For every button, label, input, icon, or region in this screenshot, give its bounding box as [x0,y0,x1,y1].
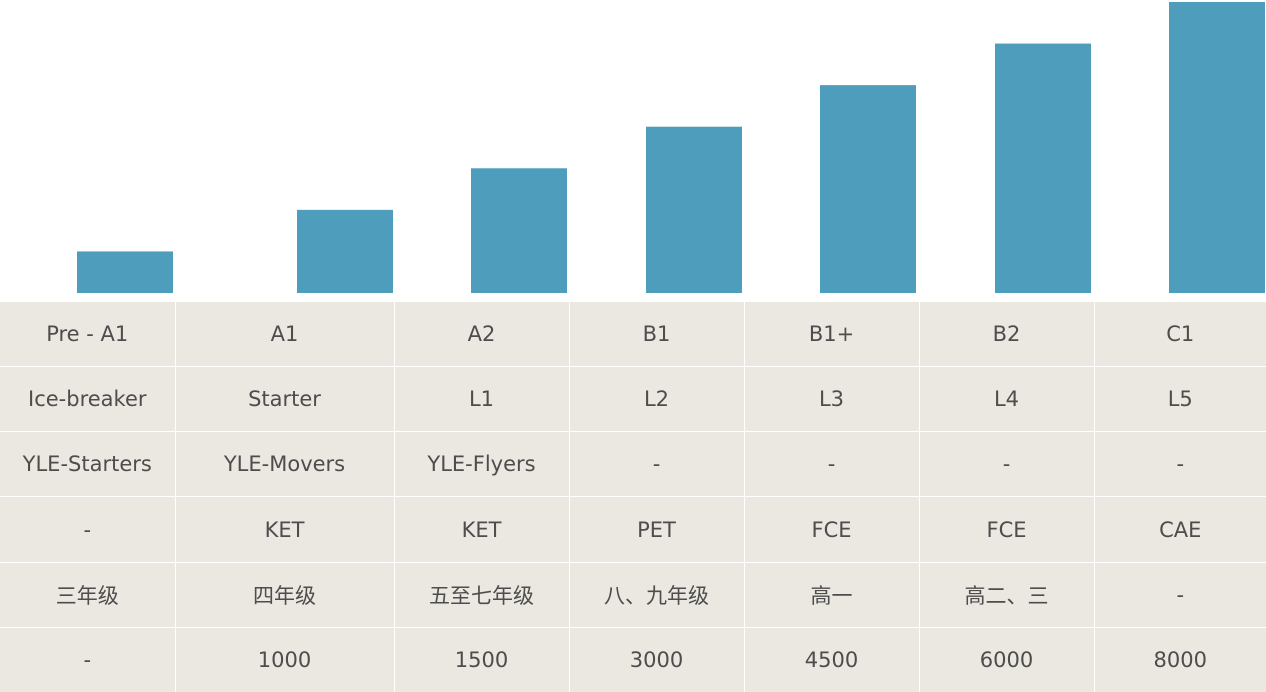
table-cell: FCE [743,496,920,563]
bar-b1 [646,126,742,293]
table-row-cefr-level: Pre - A1 A1 A2 B1 B1+ B2 C1 [0,302,1266,368]
table-cell: - [1093,561,1266,628]
table-cell: L1 [393,366,570,433]
table-cell: YLE-Starters [0,431,176,498]
table-cell: 高二、三 [918,561,1095,628]
table-cell: 八、九年级 [568,561,745,628]
table-cell: A1 [174,302,395,368]
bar-a2 [471,168,567,293]
bar-b1-plus [820,85,916,294]
table-row-vocabulary: - 1000 1500 3000 4500 6000 8000 [0,626,1266,692]
table-cell: 3000 [568,626,745,692]
table-cell: YLE-Movers [174,431,395,498]
table-cell: FCE [918,496,1095,563]
table-cell: A2 [393,302,570,368]
table-cell: CAE [1093,496,1266,563]
table-cell: C1 [1093,302,1266,368]
table-cell: B2 [918,302,1095,368]
table-cell: - [1093,431,1266,498]
table-row-school-grade: 三年级 四年级 五至七年级 八、九年级 高一 高二、三 - [0,561,1266,628]
bar-chart [0,0,1266,295]
table-cell: KET [174,496,395,563]
bar-chart-svg [77,2,1265,294]
table-cell: L3 [743,366,920,433]
table-cell: - [568,431,745,498]
bar-a1 [297,209,393,293]
table-cell: - [0,496,176,563]
table-row-course-level: Ice-breaker Starter L1 L2 L3 L4 L5 [0,366,1266,433]
table-cell: 高一 [743,561,920,628]
bar-b2 [995,43,1091,294]
table-cell: B1+ [743,302,920,368]
table-cell: 1000 [174,626,395,692]
table-cell: B1 [568,302,745,368]
bar-c1 [1169,2,1265,293]
table-cell: 1500 [393,626,570,692]
table-row-yle-exam: YLE-Starters YLE-Movers YLE-Flyers - - -… [0,431,1266,498]
table-cell: KET [393,496,570,563]
table-cell: L4 [918,366,1095,433]
table-cell: Pre - A1 [0,302,176,368]
table-cell: 三年级 [0,561,176,628]
table-cell: - [743,431,920,498]
table-cell: 五至七年级 [393,561,570,628]
table-cell: - [918,431,1095,498]
table-cell: Ice-breaker [0,366,176,433]
table-row-cambridge-exam: - KET KET PET FCE FCE CAE [0,496,1266,563]
table-cell: 8000 [1093,626,1266,692]
table-cell: 4500 [743,626,920,692]
table-cell: L5 [1093,366,1266,433]
table-cell: 6000 [918,626,1095,692]
level-table: Pre - A1 A1 A2 B1 B1+ B2 C1 Ice-breaker … [0,302,1266,692]
table-cell: - [0,626,176,692]
bar-prea1 [77,251,173,293]
table-cell: Starter [174,366,395,433]
table-cell: YLE-Flyers [393,431,570,498]
table-cell: PET [568,496,745,563]
table-cell: L2 [568,366,745,433]
table-cell: 四年级 [174,561,395,628]
